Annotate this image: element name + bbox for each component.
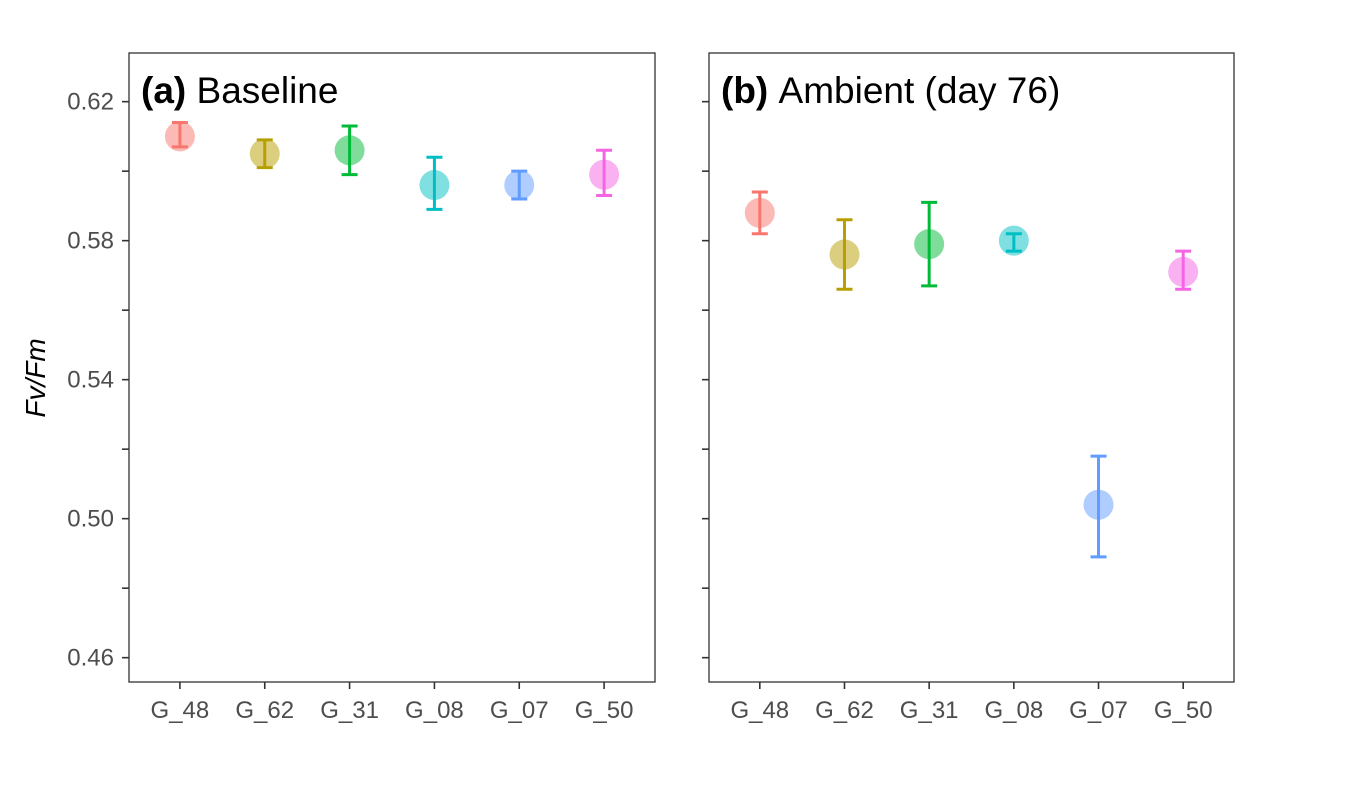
panel-b: G_48 G_62 G_31 G_08 G_07 G_50 (b) Ambient (day… <box>702 52 1235 724</box>
panel-title-space <box>186 70 196 111</box>
data-point-g_50 <box>589 159 620 190</box>
x-tick-label: G_50 <box>575 697 634 724</box>
data-point-g_62 <box>829 239 860 270</box>
x-tick-label: G_48 <box>151 697 210 724</box>
y-tick-label: 0.46 <box>67 645 114 672</box>
data-point-g_07 <box>1083 489 1114 520</box>
data-point-g_48 <box>744 197 775 228</box>
panel-title: (a) Baseline <box>141 70 338 111</box>
y-tick-label: 0.58 <box>67 228 114 255</box>
panel-tag: (b) <box>721 70 768 111</box>
x-tick-label: G_31 <box>900 697 959 724</box>
x-tick-label: G_62 <box>235 697 294 724</box>
x-tick-label: G_62 <box>815 697 874 724</box>
data-point-g_08 <box>419 170 450 201</box>
panel-frame <box>708 52 1235 683</box>
panel-frame <box>128 52 656 683</box>
panel-a: 0.46 0.50 0.54 0.58 0.62 G_48 G_62 G_31 G_08 G_07… <box>67 52 656 724</box>
y-tick-label: 0.50 <box>67 506 114 533</box>
data-point-g_62 <box>249 138 280 169</box>
x-tick-label: G_48 <box>730 697 789 724</box>
x-tick-label: G_07 <box>490 697 549 724</box>
y-tick-label: 0.62 <box>67 89 114 116</box>
data-point-g_50 <box>1168 256 1199 287</box>
x-tick-label: G_07 <box>1069 697 1128 724</box>
y-tick-label: 0.54 <box>67 367 114 394</box>
data-point-g_31 <box>914 229 945 260</box>
panel-title-space <box>768 70 778 111</box>
data-point-g_08 <box>998 225 1029 256</box>
data-point-g_31 <box>334 135 365 166</box>
panel-title-text: Baseline <box>197 70 339 111</box>
data-point-g_07 <box>504 170 535 201</box>
panel-tag: (a) <box>141 70 186 111</box>
y-axis-label: Fv/Fm <box>20 338 51 417</box>
x-tick-label: G_31 <box>320 697 379 724</box>
x-tick-label: G_08 <box>984 697 1043 724</box>
x-tick-label: G_50 <box>1154 697 1213 724</box>
data-point-g_48 <box>164 121 195 152</box>
panel-title-text: Ambient (day 76) <box>779 70 1061 111</box>
x-tick-label: G_08 <box>405 697 464 724</box>
panel-title: (b) Ambient (day 76) <box>721 70 1060 111</box>
panels: 0.46 0.50 0.54 0.58 0.62 G_48 G_62 G_31 G_08 G_07… <box>67 52 1235 724</box>
